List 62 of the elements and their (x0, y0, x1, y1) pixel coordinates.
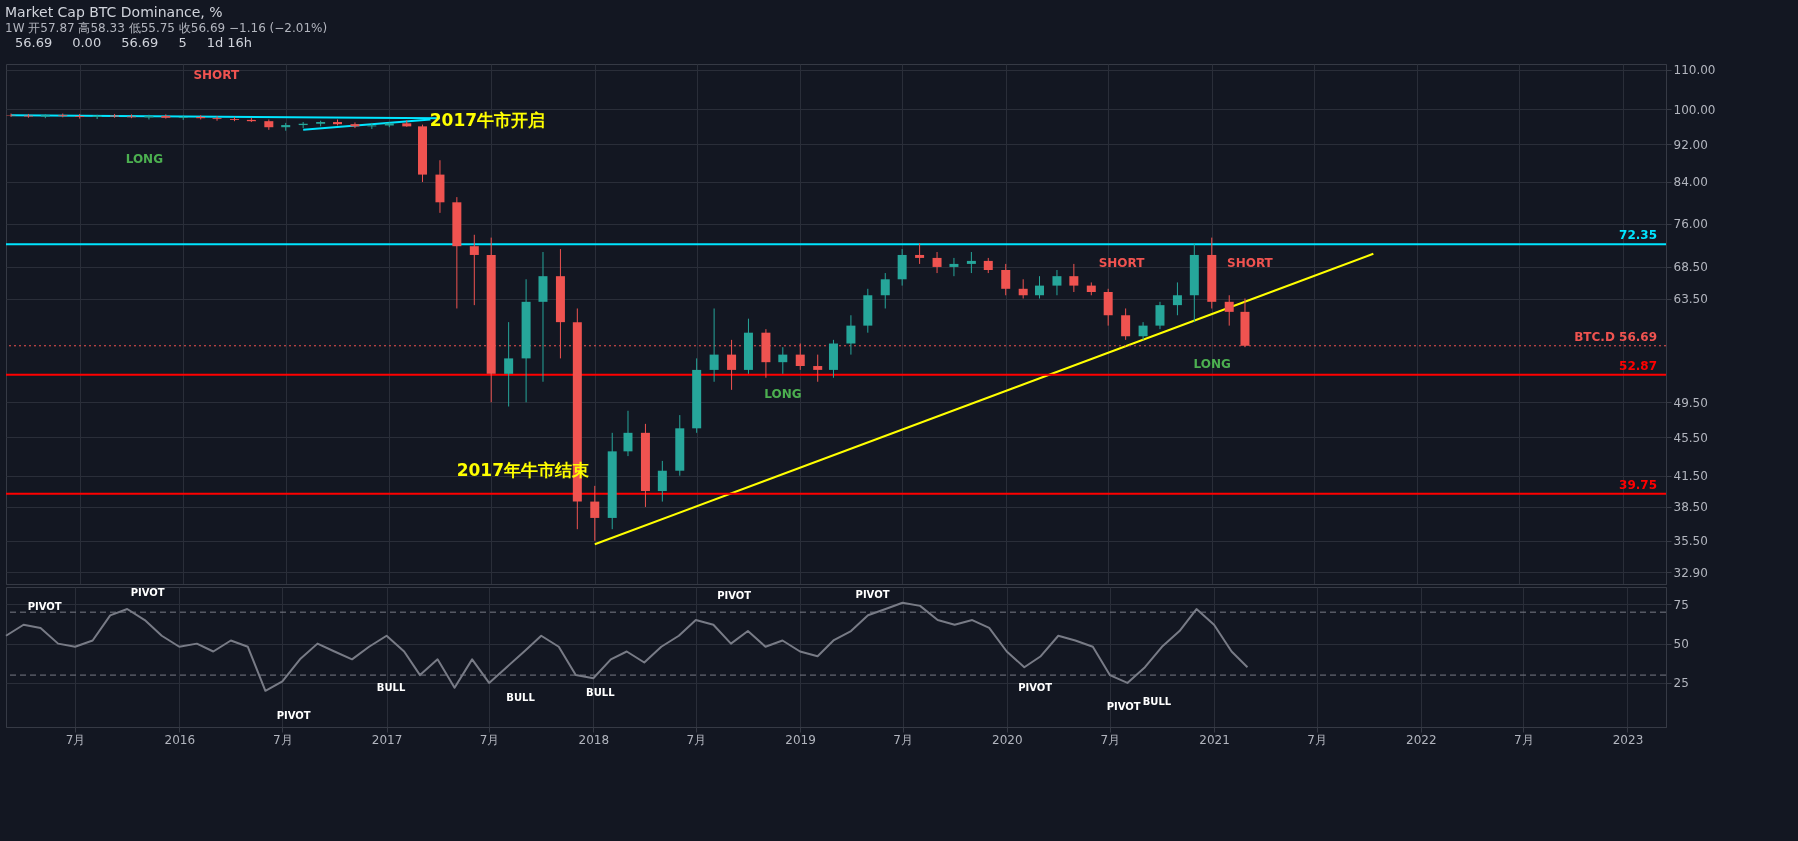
y-tick-label: 45.50 (1673, 430, 1708, 445)
x-tick-label: 7月 (65, 732, 86, 747)
y-tick-label: 76.00 (1673, 217, 1708, 232)
text: 0.00 (71, 34, 103, 51)
x-tick-label: 7月 (1513, 732, 1534, 747)
x-tick-label: 7月 (273, 732, 293, 747)
annotation: LONG (1193, 357, 1231, 372)
y-tick-label: 38.50 (1673, 500, 1708, 515)
annotation: 2017牛市开启 (429, 108, 546, 132)
text: 5 (177, 34, 188, 51)
annotation: PIVOT (717, 589, 752, 601)
x-tick-label: 2017 (371, 732, 403, 747)
text: 56.69 (14, 34, 54, 51)
y-tick-label: 92.00 (1673, 137, 1708, 152)
x-tick-label: 2023 (1612, 732, 1644, 747)
x-tick-label: 2020 (991, 732, 1023, 747)
y-tick-label: 68.50 (1673, 260, 1708, 275)
ref-line-label: 72.35 (1619, 228, 1657, 243)
y-tick-label: 41.50 (1673, 469, 1708, 484)
annotation: SHORT (1227, 255, 1273, 270)
annotation: PIVOT (130, 586, 165, 598)
x-tick-label: 2016 (164, 732, 196, 747)
x-tick-label: 2018 (578, 732, 610, 747)
text: 1d 16h (205, 34, 254, 51)
y-tick-label: 84.00 (1673, 175, 1708, 190)
chart-title: Market Cap BTC Dominance, % (5, 3, 223, 20)
ref-line-label: BTC.D 56.69 (1574, 329, 1657, 344)
annotation: PIVOT (1106, 700, 1141, 712)
annotation: 2017年牛市结束 (456, 458, 589, 482)
annotation: BULL (376, 681, 406, 693)
text: 56.69 (120, 34, 160, 51)
y-tick-label: 50 (1673, 637, 1689, 652)
annotation: PIVOT (276, 709, 311, 721)
ref-line-label: 39.75 (1619, 477, 1657, 492)
chart-subtitle: 1W 开57.87 高58.33 低55.75 收56.69 −1.16 (−2.01%) (5, 20, 328, 35)
annotation: PIVOT (27, 600, 62, 612)
y-tick-label: 100.00 (1673, 102, 1716, 117)
annotation: BULL (1142, 695, 1172, 707)
x-tick-label: 7月 (893, 732, 913, 747)
annotation: PIVOT (1018, 681, 1053, 693)
y-tick-label: 25 (1673, 676, 1689, 691)
x-tick-label: 2021 (1199, 732, 1230, 747)
y-tick-label: 110.00 (1673, 63, 1716, 78)
y-tick-label: 32.90 (1673, 565, 1708, 580)
ref-line-label: 52.87 (1619, 358, 1657, 373)
annotation: BULL (506, 691, 535, 703)
x-tick-label: 2022 (1405, 732, 1437, 747)
y-tick-label: 63.50 (1673, 292, 1708, 307)
y-tick-label: 35.50 (1673, 534, 1708, 549)
x-tick-label: 7月 (479, 732, 500, 747)
y-tick-label: 75 (1673, 597, 1689, 612)
x-tick-label: 7月 (1307, 732, 1327, 747)
annotation: BULL (586, 686, 615, 698)
annotation: LONG (125, 151, 163, 166)
y-tick-label: 49.50 (1673, 395, 1708, 410)
annotation: SHORT (1098, 255, 1145, 270)
x-tick-label: 7月 (686, 732, 707, 747)
annotation: PIVOT (855, 588, 890, 600)
x-tick-label: 2019 (785, 732, 816, 747)
x-tick-label: 7月 (1100, 732, 1121, 747)
annotation: LONG (764, 387, 802, 402)
annotation: SHORT (193, 67, 240, 82)
